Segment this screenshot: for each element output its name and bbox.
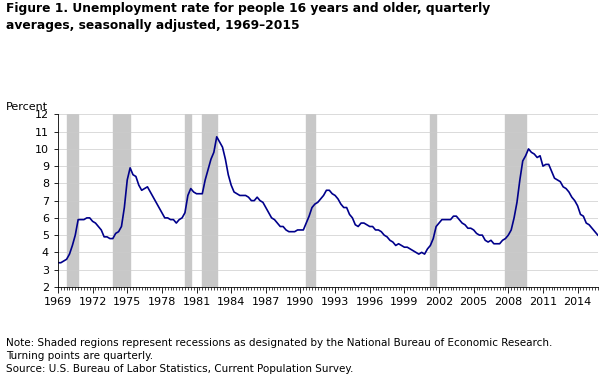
Bar bbox=[431, 114, 436, 287]
Bar bbox=[203, 114, 217, 287]
Bar bbox=[506, 114, 526, 287]
Text: Figure 1. Unemployment rate for people 16 years and older, quarterly
averages, s: Figure 1. Unemployment rate for people 1… bbox=[6, 2, 490, 32]
Bar bbox=[185, 114, 191, 287]
Text: Percent: Percent bbox=[6, 102, 48, 112]
Bar bbox=[306, 114, 315, 287]
Bar bbox=[113, 114, 130, 287]
Text: Note: Shaded regions represent recessions as designated by the National Bureau o: Note: Shaded regions represent recession… bbox=[6, 338, 553, 374]
Bar bbox=[66, 114, 78, 287]
